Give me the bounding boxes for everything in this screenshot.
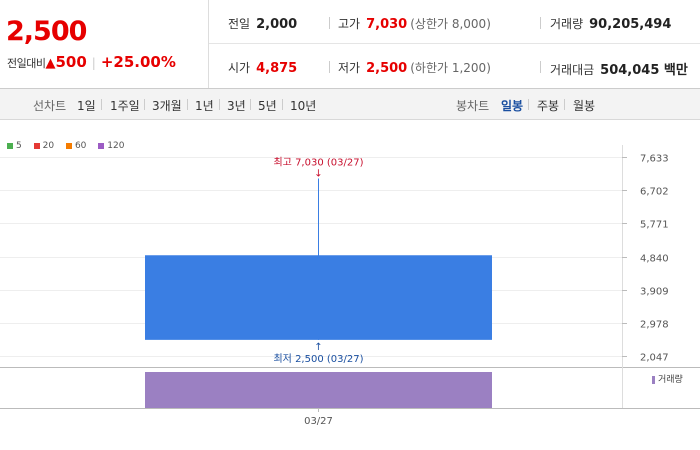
divider <box>250 99 251 110</box>
lower-limit: (하한가 1,200) <box>410 61 491 75</box>
legend-swatch <box>7 142 13 149</box>
volume-value: 90,205,494 <box>589 17 672 32</box>
legend-label: 20 <box>42 141 55 151</box>
divider <box>282 99 283 110</box>
y-tick-labels: 7,633 6,702 5,771 4,840 3,909 2,978 2,047 <box>640 154 669 364</box>
divider: | <box>91 56 96 70</box>
up-triangle-icon: ▲ <box>45 56 56 71</box>
y-tick-label: 2,047 <box>640 353 669 364</box>
legend-label: 120 <box>107 141 125 151</box>
up-arrow-icon: ↑ <box>314 342 322 353</box>
legend-label: 5 <box>16 141 22 151</box>
divider <box>209 43 700 44</box>
chart-toolbar: 선차트 1일 1주일 3개월 1년 3년 5년 10년 봉차트 일봉 주봉 월봉 <box>0 89 700 120</box>
legend-label: 60 <box>74 141 87 151</box>
price-box: 2,500 전일대비▲500 | +25.00% <box>0 0 209 88</box>
divider <box>219 99 220 110</box>
prev-close: 전일 2,000 <box>228 15 297 32</box>
period-1y-button[interactable]: 1년 <box>195 99 214 113</box>
change-label: 전일대비 <box>7 57 46 70</box>
current-price: 2,500 <box>6 16 87 47</box>
open-label: 시가 <box>228 61 251 75</box>
legend-swatch <box>98 142 105 149</box>
candle-body <box>145 255 492 340</box>
low-annotation: 최저 2,500 (03/27) <box>273 353 363 365</box>
volume-legend-label: 거래량 <box>658 375 683 385</box>
period-1w-button[interactable]: 1주일 <box>110 99 140 113</box>
legend-item-ma120: 120 <box>98 141 124 151</box>
candle-weekly-button[interactable]: 주봉 <box>537 99 560 113</box>
period-3m-button[interactable]: 3개월 <box>152 99 182 113</box>
prev-close-value: 2,000 <box>256 17 298 32</box>
high-label: 고가 <box>338 17 361 31</box>
volume-legend: 거래량 <box>652 372 683 385</box>
period-1d-button[interactable]: 1일 <box>77 99 96 113</box>
divider <box>329 61 330 73</box>
divider <box>540 17 541 29</box>
volume-swatch <box>652 375 655 384</box>
volume-label: 거래량 <box>550 17 584 31</box>
low-label: 저가 <box>338 61 361 75</box>
change-rate: +25.00% <box>100 53 176 71</box>
y-tick-label: 3,909 <box>640 287 669 298</box>
period-5y-button[interactable]: 5년 <box>258 99 277 113</box>
candle-daily-button[interactable]: 일봉 <box>501 99 524 113</box>
open-price: 시가 4,875 <box>228 59 297 76</box>
y-tick-label: 7,633 <box>640 154 669 165</box>
high-price: 고가 7,030 (상한가 8,000) <box>338 15 491 32</box>
legend-swatch <box>65 142 72 149</box>
quote-panel: 2,500 전일대비▲500 | +25.00% 전일 2,000 고가 7,030 (상… <box>0 0 700 89</box>
candle-monthly-button[interactable]: 월봉 <box>573 99 596 113</box>
high-annotation: 최고 7,030 (03/27) <box>273 156 363 168</box>
upper-limit: (상한가 8,000) <box>410 17 491 31</box>
x-tick-label: 03/27 <box>304 416 333 427</box>
divider <box>528 99 529 110</box>
divider <box>564 99 565 110</box>
legend-item-ma20: 20 <box>33 141 55 151</box>
line-chart-label: 선차트 <box>33 99 67 113</box>
ma-legend: 5 20 60 120 <box>7 141 133 151</box>
divider <box>144 99 145 110</box>
down-arrow-icon: ↓ <box>314 168 322 179</box>
turnover: 거래대금 504,045 백만 <box>550 59 688 78</box>
period-10y-button[interactable]: 10년 <box>290 99 317 113</box>
divider <box>540 61 541 73</box>
volume-bar <box>145 372 492 408</box>
legend-item-ma60: 60 <box>65 141 87 151</box>
x-tick-labels: 03/27 <box>304 408 333 427</box>
divider <box>187 99 188 110</box>
low-price: 저가 2,500 (하한가 1,200) <box>338 59 491 76</box>
annotations: 최고 7,030 (03/27)↓ ↑최저 2,500 (03/27) <box>273 156 363 364</box>
y-tick-label: 6,702 <box>640 187 669 198</box>
legend-item-ma5: 5 <box>7 141 22 151</box>
period-3y-button[interactable]: 3년 <box>227 99 246 113</box>
legend-swatch <box>33 142 40 149</box>
divider <box>329 17 330 29</box>
turnover-value: 504,045 백만 <box>600 63 688 78</box>
y-tick-label: 5,771 <box>640 220 669 231</box>
candle-chart-label: 봉차트 <box>456 99 490 113</box>
change-amount: 500 <box>55 53 87 71</box>
high-value: 7,030 <box>366 17 408 32</box>
prev-close-label: 전일 <box>228 17 251 31</box>
turnover-label: 거래대금 <box>550 63 595 77</box>
candles <box>145 178 492 340</box>
volume: 거래량 90,205,494 <box>550 15 671 32</box>
low-value: 2,500 <box>366 61 408 76</box>
price-change: 전일대비▲500 | +25.00% <box>7 53 176 71</box>
y-tick-label: 2,978 <box>640 320 669 331</box>
divider <box>101 99 102 110</box>
open-value: 4,875 <box>256 61 298 76</box>
y-tick-label: 4,840 <box>640 254 669 265</box>
volume-bars <box>145 372 492 408</box>
